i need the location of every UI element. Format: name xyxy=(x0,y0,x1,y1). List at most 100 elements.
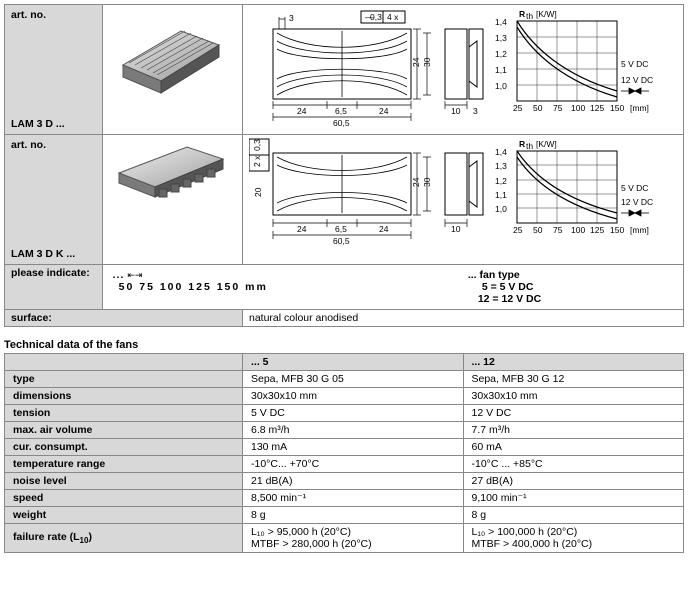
topview-diagram-1: 24 6,5 24 60,5 24 30 — 0,3 4 xyxy=(249,7,435,127)
diagram-cell-2: 24 6,5 24 60,5 24 30 0,3 2 x 20 xyxy=(243,135,684,265)
product-table: art. no. LAM 3 D ... xyxy=(4,4,684,327)
tech-row-v2: Sepa, MFB 30 G 12 xyxy=(463,371,684,388)
surface-label: surface: xyxy=(5,310,243,327)
svg-text:4 x: 4 x xyxy=(387,12,399,22)
svg-text:R: R xyxy=(519,139,525,149)
svg-text:60,5: 60,5 xyxy=(333,118,350,127)
tech-failure-v2: L₁₀ > 100,000 h (20°C)MTBF > 400,000 h (… xyxy=(463,524,684,553)
tech-row-v2: 12 V DC xyxy=(463,405,684,422)
svg-text:24: 24 xyxy=(297,106,307,116)
svg-text:[K/W]: [K/W] xyxy=(536,139,557,149)
svg-text:75: 75 xyxy=(553,225,563,235)
svg-text:5 V DC: 5 V DC xyxy=(621,59,648,69)
svg-text:150: 150 xyxy=(610,225,624,235)
tech-row-label: dimensions xyxy=(5,388,243,405)
tech-col-2: ... 12 xyxy=(463,354,684,371)
svg-text:5 V DC: 5 V DC xyxy=(621,183,648,193)
svg-text:R: R xyxy=(519,9,525,19)
rth-chart-2: Rth [K/W] 1,4 1,3 1,2 1,1 1,0 xyxy=(493,137,653,247)
svg-text:1,3: 1,3 xyxy=(495,161,507,171)
fan-5v: 5 = 5 V DC xyxy=(468,281,541,293)
art-no-label: art. no. xyxy=(11,7,96,23)
svg-text:12 V DC: 12 V DC xyxy=(621,197,653,207)
fan-type-label: ... fan type xyxy=(468,269,541,281)
tech-row-label: type xyxy=(5,371,243,388)
svg-text:1,1: 1,1 xyxy=(495,190,507,200)
heatsink-3d-2 xyxy=(109,137,229,207)
svg-text:0,3: 0,3 xyxy=(252,139,262,151)
svg-text:0,3: 0,3 xyxy=(370,12,382,22)
please-indicate-content: ... ⇤⇥ 50 75 100 125 150 mm ... fan type… xyxy=(102,265,683,310)
product-code-2: LAM 3 D K ... xyxy=(11,248,75,260)
tech-failure-v1: L₁₀ > 95,000 h (20°C)MTBF > 280,000 h (2… xyxy=(243,524,464,553)
surface-value: natural colour anodised xyxy=(243,310,684,327)
tech-row-v1: 30x30x10 mm xyxy=(243,388,464,405)
tech-col-blank xyxy=(5,354,243,371)
tech-row-v1: Sepa, MFB 30 G 05 xyxy=(243,371,464,388)
svg-text:125: 125 xyxy=(590,225,604,235)
length-options: 50 75 100 125 150 mm xyxy=(113,281,268,293)
svg-text:10: 10 xyxy=(451,106,461,116)
svg-text:24: 24 xyxy=(411,57,421,67)
tech-table: ... 5 ... 12 typeSepa, MFB 30 G 05Sepa, … xyxy=(4,353,684,553)
tech-row-v2: 7.7 m³/h xyxy=(463,422,684,439)
svg-text:30: 30 xyxy=(422,57,432,67)
svg-text:24: 24 xyxy=(411,177,421,187)
svg-text:1,4: 1,4 xyxy=(495,17,507,27)
svg-text:1,0: 1,0 xyxy=(495,81,507,91)
product-code-1: LAM 3 D ... xyxy=(11,118,65,130)
svg-text:100: 100 xyxy=(571,225,585,235)
svg-text:1,4: 1,4 xyxy=(495,147,507,157)
svg-text:1,3: 1,3 xyxy=(495,33,507,43)
svg-text:th: th xyxy=(526,11,533,21)
tech-row-label: max. air volume xyxy=(5,422,243,439)
svg-text:6,5: 6,5 xyxy=(335,224,347,234)
tech-row-label: tension xyxy=(5,405,243,422)
dots: ... xyxy=(113,269,125,281)
svg-text:12 V DC: 12 V DC xyxy=(621,75,653,85)
svg-text:24: 24 xyxy=(297,224,307,234)
tech-row-v1: -10°C... +70°C xyxy=(243,456,464,473)
tech-row-label: cur. consumpt. xyxy=(5,439,243,456)
svg-text:[mm]: [mm] xyxy=(630,103,649,113)
tech-row-v2: 30x30x10 mm xyxy=(463,388,684,405)
art-no-cell-2: art. no. LAM 3 D K ... xyxy=(5,135,103,265)
svg-text:25: 25 xyxy=(513,225,523,235)
tech-col-1: ... 5 xyxy=(243,354,464,371)
svg-text:24: 24 xyxy=(379,106,389,116)
tech-row-v1: 8,500 min⁻¹ xyxy=(243,490,464,507)
art-no-cell-1: art. no. LAM 3 D ... xyxy=(5,5,103,135)
svg-text:24: 24 xyxy=(379,224,389,234)
tech-row-v2: 27 dB(A) xyxy=(463,473,684,490)
svg-text:3: 3 xyxy=(473,106,478,116)
svg-text:2 x: 2 x xyxy=(252,155,262,167)
please-indicate-label: please indicate: xyxy=(5,265,103,310)
diagram-cell-1: 24 6,5 24 60,5 24 30 — 0,3 4 xyxy=(243,5,684,135)
tech-row-v2: -10°C ... +85°C xyxy=(463,456,684,473)
tech-row-v1: 21 dB(A) xyxy=(243,473,464,490)
tech-row-label: temperature range xyxy=(5,456,243,473)
tech-row-label: noise level xyxy=(5,473,243,490)
svg-text:25: 25 xyxy=(513,103,523,113)
tech-row-v2: 60 mA xyxy=(463,439,684,456)
rth-chart-1: Rth Rₜₕ [K/W] [K/W] 1,4 1,3 xyxy=(493,7,653,127)
tech-row-v1: 130 mA xyxy=(243,439,464,456)
tech-row-v2: 8 g xyxy=(463,507,684,524)
product-image-cell-1 xyxy=(102,5,242,135)
heatsink-3d-1 xyxy=(109,7,229,97)
svg-text:[K/W]: [K/W] xyxy=(536,9,557,19)
svg-text:[mm]: [mm] xyxy=(630,225,649,235)
svg-text:6,5: 6,5 xyxy=(335,106,347,116)
tech-row-v1: 6.8 m³/h xyxy=(243,422,464,439)
svg-text:1,2: 1,2 xyxy=(495,49,507,59)
svg-text:125: 125 xyxy=(590,103,604,113)
svg-text:30: 30 xyxy=(422,177,432,187)
svg-text:75: 75 xyxy=(553,103,563,113)
svg-text:10: 10 xyxy=(451,224,461,234)
tech-row-label: weight xyxy=(5,507,243,524)
svg-text:20: 20 xyxy=(253,187,263,197)
svg-text:1,0: 1,0 xyxy=(495,204,507,214)
tech-row-v1: 8 g xyxy=(243,507,464,524)
topview-diagram-2: 24 6,5 24 60,5 24 30 0,3 2 x 20 xyxy=(249,137,435,247)
svg-text:150: 150 xyxy=(610,103,624,113)
